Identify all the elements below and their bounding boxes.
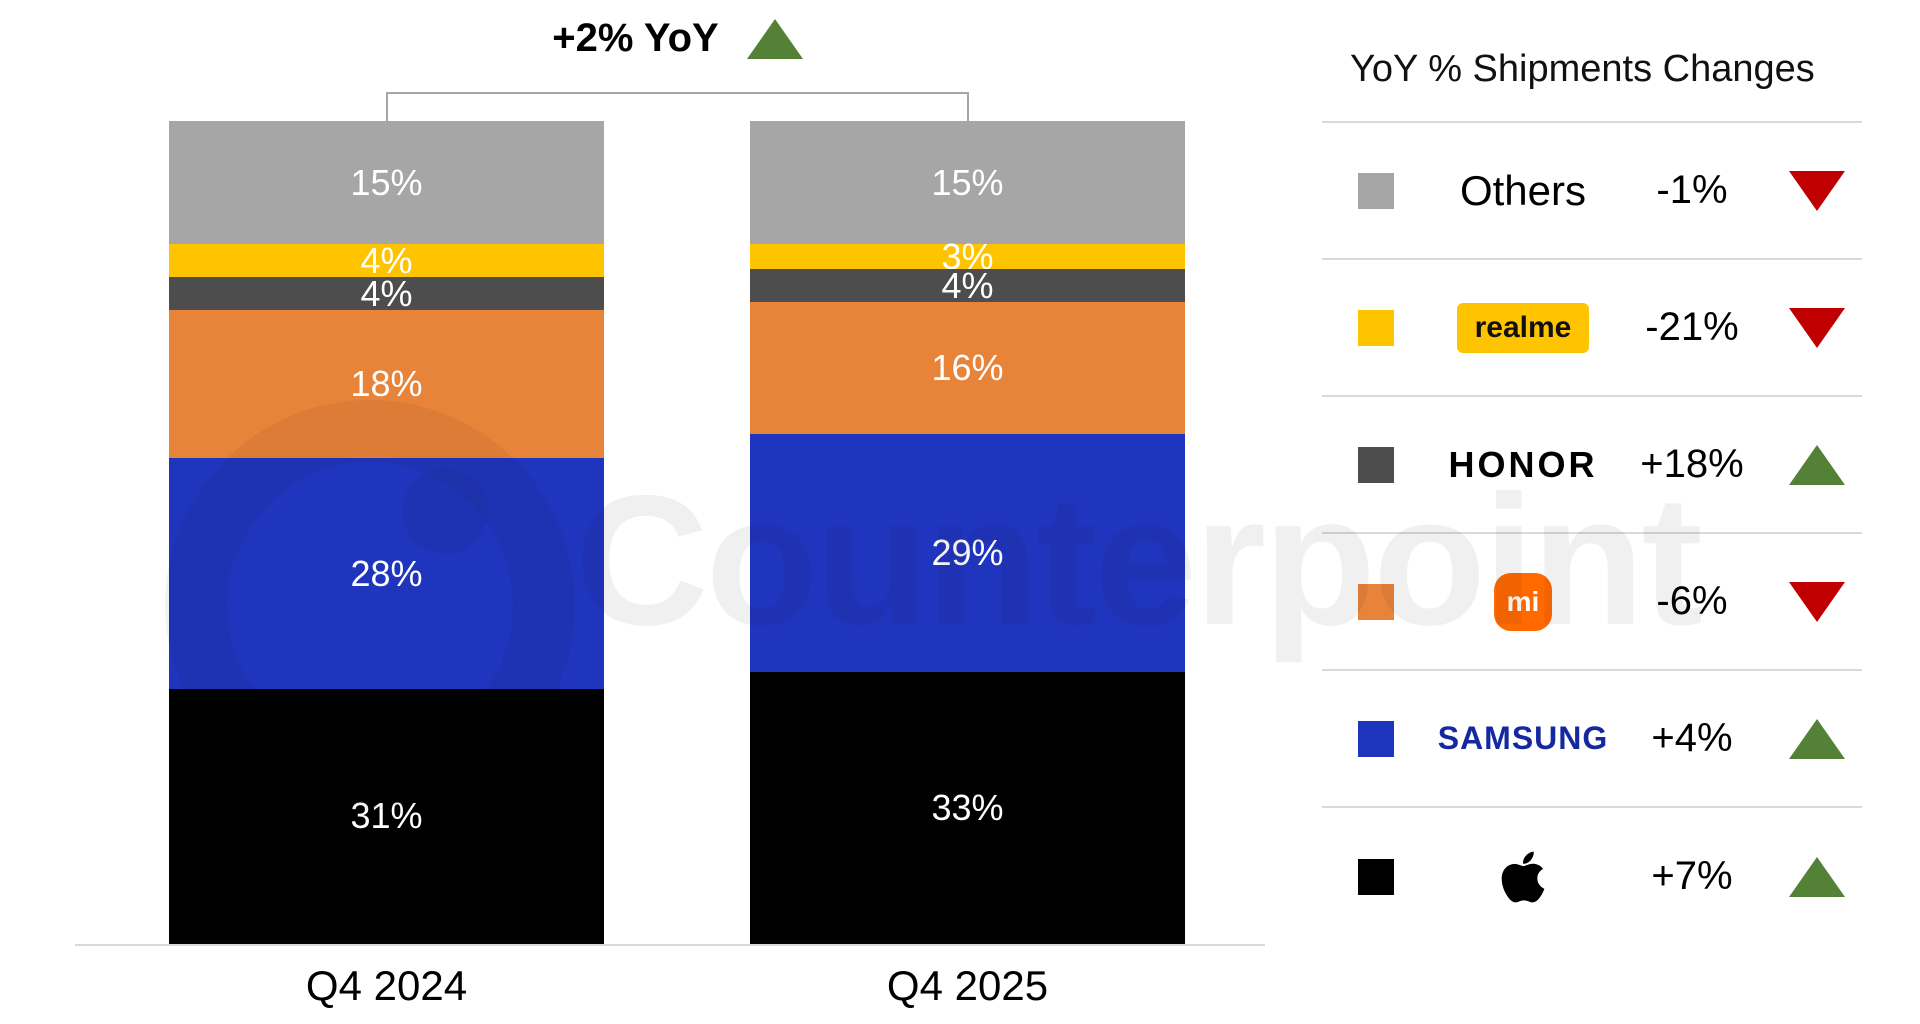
bar-segment-samsung: 28% (169, 458, 604, 689)
legend-row-realme: realme -21% (1322, 260, 1862, 397)
legend-title: YoY % Shipments Changes (1322, 28, 1862, 123)
legend-change-value: -21% (1645, 305, 1739, 349)
legend-row-honor: HONOR +18% (1322, 397, 1862, 534)
legend-rows: Others -1% realme -21% HONOR +18% mi -6% SAMSUNG… (1322, 123, 1862, 945)
legend-row-others: Others -1% (1322, 123, 1862, 260)
segment-value-label: 15% (931, 161, 1004, 203)
legend-indicator-cell (1772, 307, 1862, 348)
legend-brand-cell: Others (1434, 167, 1612, 215)
legend-indicator-cell (1772, 170, 1862, 211)
legend-brand-cell: realme (1434, 302, 1612, 353)
legend-swatch-apple (1358, 858, 1394, 895)
segment-value-label: 28% (350, 552, 423, 594)
bar-segment-apple: 31% (169, 688, 604, 944)
legend-swatch-samsung (1358, 720, 1394, 757)
legend-change-value: +18% (1640, 442, 1744, 486)
bar-segment-realme: 4% (169, 239, 604, 281)
category-label-q4-2024: Q4 2024 (305, 962, 468, 1009)
legend-change-value: -1% (1656, 168, 1728, 212)
bracket-tick-right (967, 92, 969, 121)
legend-row-apple: +7% (1322, 808, 1862, 945)
segment-value-label: 16% (931, 346, 1004, 388)
xiaomi-logo-icon: mi (1494, 572, 1552, 631)
down-triangle-icon (1789, 581, 1845, 622)
bar-segment-others: 15% (169, 121, 604, 245)
bar-segment-others: 15% (750, 121, 1185, 245)
xiaomi-logo-text: mi (1506, 585, 1540, 617)
stacked-bar-q4-2024: 15% 4% 4% 18% 28% 31% (169, 121, 604, 944)
bar-segment-honor: 4% (750, 264, 1185, 306)
down-triangle-icon (1789, 170, 1845, 211)
legend-row-xiaomi: mi -6% (1322, 534, 1862, 671)
legend-swatch-honor (1358, 446, 1394, 483)
bar-segment-apple: 33% (750, 672, 1185, 944)
segment-value-label: 29% (931, 532, 1004, 574)
legend-swatch-xiaomi (1358, 583, 1394, 620)
up-triangle-icon (1789, 856, 1845, 897)
bar-segment-samsung: 29% (750, 433, 1185, 673)
segment-value-label: 18% (350, 363, 423, 405)
legend-swatch-realme (1358, 309, 1394, 346)
apple-logo-icon (1500, 848, 1546, 906)
up-triangle-icon (1789, 718, 1845, 759)
segment-value-label: 15% (350, 161, 423, 203)
category-label-q4-2025: Q4 2025 (886, 962, 1049, 1009)
down-triangle-icon (1789, 307, 1845, 348)
bar-segment-xiaomi: 16% (750, 302, 1185, 434)
realme-logo: realme (1456, 302, 1590, 353)
segment-value-label: 31% (350, 795, 423, 837)
up-triangle-icon (746, 18, 803, 59)
legend-brand-cell: mi (1434, 572, 1612, 631)
stacked-bar-q4-2025: 15% 3% 4% 16% 29% 33% (750, 121, 1185, 944)
segment-value-label: 4% (360, 272, 413, 314)
legend-row-samsung: SAMSUNG +4% (1322, 671, 1862, 808)
bar-segment-xiaomi: 18% (169, 310, 604, 459)
bracket-tick-left (386, 92, 388, 121)
x-axis-line (75, 944, 1265, 946)
legend: YoY % Shipments Changes Others -1% realme -… (1322, 28, 1862, 945)
legend-change-value: +4% (1651, 716, 1733, 760)
up-triangle-icon (1789, 444, 1845, 485)
legend-swatch-others (1358, 172, 1394, 209)
legend-indicator-cell (1772, 581, 1862, 622)
legend-brand-cell (1434, 848, 1612, 906)
legend-brand-cell: SAMSUNG (1434, 720, 1612, 757)
legend-brand-cell: HONOR (1434, 444, 1612, 486)
legend-change-value: +7% (1651, 854, 1733, 898)
legend-indicator-cell (1772, 444, 1862, 485)
legend-brand-label: Others (1459, 166, 1587, 214)
yoy-annotation-text: +2% YoY (552, 16, 719, 60)
legend-change-value: -6% (1656, 579, 1728, 623)
segment-value-label: 4% (360, 239, 413, 281)
legend-indicator-cell (1772, 856, 1862, 897)
bar-segment-realme: 3% (750, 238, 1185, 274)
samsung-logo: SAMSUNG (1437, 720, 1609, 756)
honor-logo: HONOR (1448, 443, 1598, 485)
segment-value-label: 4% (941, 264, 994, 306)
yoy-annotation: +2% YoY (386, 16, 969, 61)
bracket-line (386, 92, 969, 94)
segment-value-label: 3% (941, 235, 994, 277)
legend-indicator-cell (1772, 718, 1862, 759)
segment-value-label: 33% (931, 787, 1004, 829)
bar-segment-honor: 4% (169, 272, 604, 314)
